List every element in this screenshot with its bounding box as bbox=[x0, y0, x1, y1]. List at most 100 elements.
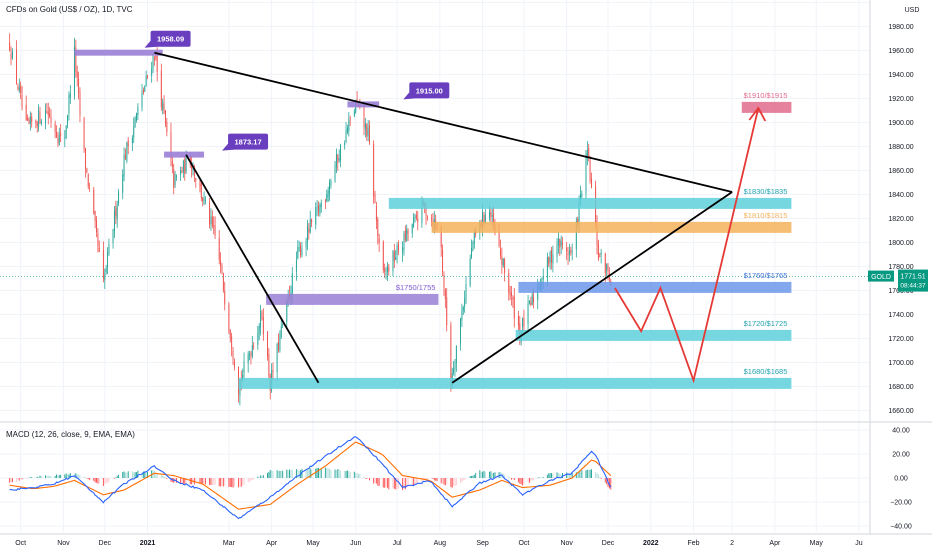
candle-body-161 bbox=[319, 204, 321, 214]
candle-body-29 bbox=[65, 125, 67, 138]
macd-hist-bar-58 bbox=[122, 471, 124, 478]
candle-body-176 bbox=[348, 119, 350, 131]
candle-body-10 bbox=[28, 119, 30, 123]
candle-body-251 bbox=[493, 213, 495, 227]
macd-hist-bar-90 bbox=[182, 478, 184, 484]
macd-hist-bar-17 bbox=[40, 475, 42, 478]
macd-hist-bar-190 bbox=[375, 478, 377, 484]
candle-body-211 bbox=[415, 215, 417, 219]
candle-body-138 bbox=[276, 344, 278, 373]
candle-body-270 bbox=[530, 302, 532, 306]
time-tick-label-9: Aug bbox=[434, 540, 447, 547]
candle-body-250 bbox=[491, 215, 493, 217]
price-tag-value: 1771.51 bbox=[900, 274, 925, 281]
macd-hist-bar-288 bbox=[566, 472, 568, 478]
candle-body-103 bbox=[209, 201, 211, 225]
candle-body-143 bbox=[286, 299, 288, 322]
candle-body-78 bbox=[160, 70, 162, 107]
candle-body-237 bbox=[465, 284, 467, 300]
macd-hist-bar-0 bbox=[9, 478, 11, 483]
candle-body-63 bbox=[131, 137, 133, 144]
macd-hist-bar-9 bbox=[27, 478, 29, 479]
candle-body-150 bbox=[298, 247, 300, 249]
candle-body-304 bbox=[596, 221, 598, 246]
candle-body-247 bbox=[484, 214, 486, 224]
macd-hist-bar-70 bbox=[144, 471, 146, 478]
candle-body-277 bbox=[542, 276, 544, 280]
macd-hist-bar-217 bbox=[426, 478, 428, 479]
macd-hist-bar-229 bbox=[451, 478, 453, 488]
time-tick-label-10: Sep bbox=[476, 540, 489, 547]
macd-hist-bar-43 bbox=[93, 478, 95, 481]
symbol-tag-bg bbox=[868, 270, 894, 282]
candle-body-151 bbox=[300, 245, 302, 256]
macd-hist-bar-124 bbox=[249, 478, 251, 482]
macd-hist-bar-59 bbox=[123, 471, 125, 478]
projection-arrowhead bbox=[748, 106, 767, 122]
macd-hist-bar-187 bbox=[369, 478, 370, 481]
candle-body-253 bbox=[498, 227, 500, 247]
macd-hist-bar-117 bbox=[233, 478, 235, 487]
time-tick-label-17: Apr bbox=[769, 540, 781, 547]
candle-body-90 bbox=[182, 160, 184, 173]
macd-hist-bar-191 bbox=[377, 478, 379, 486]
candle-body-87 bbox=[175, 175, 177, 177]
macd-hist-bar-230 bbox=[453, 478, 455, 487]
macd-hist-bar-219 bbox=[432, 478, 434, 479]
macd-hist-bar-60 bbox=[124, 472, 126, 478]
macd-hist-bar-132 bbox=[262, 475, 264, 478]
macd-hist-bar-15 bbox=[38, 477, 40, 478]
macd-hist-bar-122 bbox=[243, 478, 245, 485]
macd-hist-bar-178 bbox=[353, 471, 355, 478]
candle-body-49 bbox=[104, 273, 106, 281]
candle-body-35 bbox=[76, 71, 78, 78]
macd-hist-bar-113 bbox=[228, 478, 230, 487]
macd-hist-bar-303 bbox=[595, 471, 597, 478]
candle-body-174 bbox=[345, 129, 347, 142]
candle-body-114 bbox=[229, 330, 231, 339]
macd-hist-bar-6 bbox=[20, 478, 22, 480]
candle-body-102 bbox=[204, 199, 206, 201]
candle-body-27 bbox=[60, 133, 62, 136]
macd-hist-bar-97 bbox=[195, 478, 197, 484]
peak-bar-0 bbox=[74, 49, 163, 56]
macd-hist-bar-150 bbox=[298, 470, 300, 478]
macd-hist-bar-276 bbox=[541, 477, 543, 479]
macd-hist-bar-225 bbox=[443, 478, 445, 485]
macd-hist-bar-309 bbox=[606, 478, 608, 485]
macd-hist-bar-154 bbox=[306, 469, 308, 478]
macd-hist-bar-103 bbox=[209, 478, 211, 485]
macd-hist-bar-55 bbox=[115, 477, 117, 478]
macd-hist-bar-233 bbox=[460, 478, 461, 483]
candle-body-31 bbox=[68, 94, 70, 114]
macd-hist-bar-135 bbox=[269, 470, 271, 478]
price-tick-label-2: 1960.00 bbox=[888, 48, 913, 55]
candle-body-206 bbox=[406, 228, 408, 241]
candle-body-197 bbox=[388, 266, 390, 272]
candle-body-210 bbox=[414, 214, 416, 219]
price-tick-label-1: 1980.00 bbox=[888, 24, 913, 31]
macd-hist-bar-157 bbox=[311, 469, 313, 478]
peak-tag-label-1: 1873.17 bbox=[235, 138, 262, 147]
macd-tick-label-3: −20.00 bbox=[890, 500, 912, 507]
candle-body-216 bbox=[425, 205, 427, 216]
level-zone-2 bbox=[431, 221, 792, 233]
candle-body-0 bbox=[9, 42, 11, 52]
macd-hist-bar-300 bbox=[588, 469, 590, 478]
macd-hist-bar-130 bbox=[260, 475, 262, 478]
candle-body-75 bbox=[153, 58, 155, 60]
candle-body-177 bbox=[349, 117, 351, 119]
candle-body-60 bbox=[124, 154, 126, 160]
macd-hist-bar-32 bbox=[69, 473, 71, 478]
macd-hist-bar-210 bbox=[414, 478, 416, 485]
candle-body-139 bbox=[278, 341, 279, 351]
time-tick-label-16: 2 bbox=[730, 540, 734, 547]
macd-hist-bar-235 bbox=[462, 478, 464, 481]
candle-body-86 bbox=[174, 174, 176, 186]
macd-hist-bar-166 bbox=[329, 469, 331, 478]
macd-hist-bar-41 bbox=[87, 478, 89, 480]
macd-hist-bar-98 bbox=[199, 478, 201, 484]
macd-hist-bar-186 bbox=[367, 478, 369, 479]
macd-hist-bar-174 bbox=[345, 470, 347, 478]
